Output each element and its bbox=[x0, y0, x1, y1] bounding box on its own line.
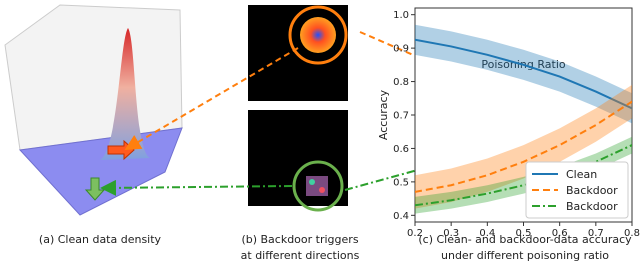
green-circle bbox=[292, 160, 344, 212]
line bbox=[415, 144, 632, 207]
x-tick-label: 0.8 bbox=[624, 228, 640, 239]
line bbox=[415, 38, 632, 110]
confidence-band bbox=[415, 84, 632, 209]
green-arrow bbox=[84, 177, 106, 201]
axes-box bbox=[4, 4, 183, 151]
legend bbox=[525, 161, 629, 219]
x-tick-label: 0.2 bbox=[407, 228, 423, 239]
legend-label: Backdoor bbox=[566, 200, 618, 213]
caption: (c) Clean- and backdoor-data accuracy bbox=[418, 233, 632, 246]
arrow bbox=[100, 179, 293, 196]
y-tick-label: 0.7 bbox=[393, 111, 409, 122]
trigger-dot bbox=[309, 179, 315, 185]
caption: under different poisoning ratio bbox=[441, 249, 609, 262]
confidence-band bbox=[415, 136, 632, 214]
y-tick-label: 0.8 bbox=[393, 77, 409, 88]
x-tick-label: 0.3 bbox=[443, 228, 459, 239]
legend-label: Backdoor bbox=[566, 184, 618, 197]
plot bbox=[415, 24, 632, 214]
trigger-image bbox=[248, 110, 348, 206]
trigger-dot bbox=[319, 187, 325, 193]
y-tick-label: 0.5 bbox=[393, 177, 409, 188]
caption: (a) Clean data density bbox=[39, 233, 162, 246]
y-tick-label: 1.0 bbox=[393, 10, 409, 21]
y-tick-label: 0.4 bbox=[393, 211, 409, 222]
density-peak bbox=[100, 28, 150, 160]
arrow bbox=[124, 47, 299, 151]
y-tick-label: 0.9 bbox=[393, 44, 409, 55]
panel-a bbox=[4, 4, 183, 216]
trigger bbox=[306, 176, 328, 196]
panel-b bbox=[248, 5, 348, 212]
orange-circle bbox=[288, 5, 348, 65]
caption: (b) Backdoor triggers bbox=[241, 233, 358, 246]
legend-label: Clean bbox=[566, 168, 597, 181]
trigger bbox=[300, 17, 336, 53]
line bbox=[415, 100, 632, 193]
caption: at different directions bbox=[241, 249, 360, 262]
y-tick-label: 0.6 bbox=[393, 144, 409, 155]
x-tick-label: 0.7 bbox=[588, 228, 604, 239]
x-tick-label: 0.6 bbox=[552, 228, 568, 239]
x-tick-label: 0.5 bbox=[516, 228, 532, 239]
x-tick-label: 0.4 bbox=[479, 228, 495, 239]
confidence-band bbox=[415, 24, 632, 124]
y-axis-label: Accuracy bbox=[377, 89, 390, 140]
